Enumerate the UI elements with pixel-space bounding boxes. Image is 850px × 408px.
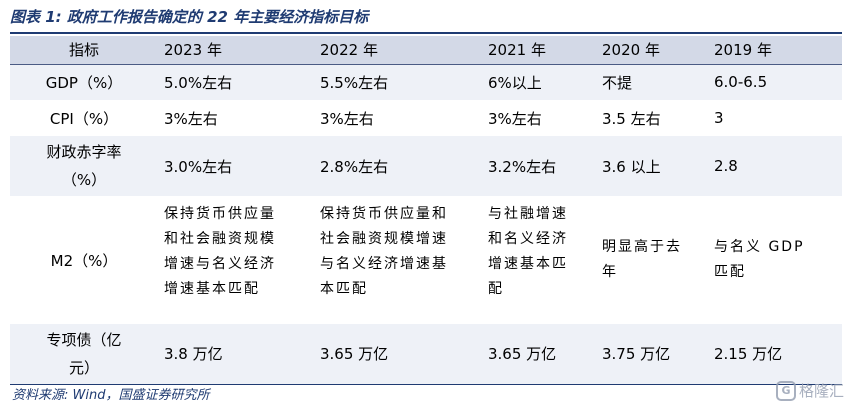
- table-row-fiscal-deficit: 财政赤字率 （%） 3.0%左右 2.8%左右 3.2%左右 3.6 以上 2.…: [10, 136, 842, 196]
- cell-m2-2022-line: 保持货币供应量和: [320, 206, 448, 222]
- cell-bond-2023: 3.8 万亿: [158, 324, 314, 385]
- row-label-gdp: GDP（%）: [45, 73, 123, 92]
- cell-bond-2020: 3.75 万亿: [596, 324, 708, 385]
- header-2020: 2020 年: [596, 36, 708, 65]
- cell-m2-2021-line: 配: [488, 281, 504, 297]
- row-label-m2: M2（%）: [50, 251, 118, 270]
- cell-m2-2021-line: 和名义经济: [488, 231, 568, 247]
- cell-fiscal-2022: 2.8%左右: [320, 157, 389, 176]
- cell-bond-2021: 3.65 万亿: [482, 324, 596, 385]
- watermark: G 格隆汇: [775, 380, 844, 401]
- row-label-fiscal-deficit: 财政赤字率 （%）: [10, 136, 158, 196]
- cell-gdp-2020: 不提: [602, 73, 633, 92]
- header-indicator: 指标: [10, 36, 158, 65]
- row-label-fiscal-line1: 财政赤字率: [46, 143, 122, 161]
- cell-m2-2023: 保持货币供应量 和社会融资规模 增速与名义经济 增速基本匹配: [158, 196, 314, 324]
- header-2022: 2022 年: [314, 36, 482, 65]
- header-2019: 2019 年: [708, 36, 842, 65]
- cell-cpi-2021: 3%左右: [488, 109, 542, 128]
- cell-cpi-2022: 3%左右: [320, 109, 374, 128]
- title-divider: [10, 32, 842, 34]
- table-header-row: 指标 2023 年 2022 年 2021 年 2020 年 2019 年: [10, 36, 842, 65]
- header-2023: 2023 年: [158, 36, 314, 65]
- cell-gdp-2022: 5.5%左右: [320, 73, 389, 92]
- cell-gdp-2023: 5.0%左右: [164, 73, 233, 92]
- cell-m2-2023-line: 和社会融资规模: [164, 231, 276, 247]
- cell-m2-2022-line: 本匹配: [320, 281, 368, 297]
- cell-cpi-2023: 3%左右: [164, 109, 218, 128]
- cell-m2-2021-line: 增速基本匹: [488, 256, 568, 272]
- cell-m2-2019-line: 匹配: [714, 264, 746, 280]
- table-row-cpi: CPI（%） 3%左右 3%左右 3%左右 3.5 左右 3: [10, 100, 842, 136]
- table-row-m2: M2（%） 保持货币供应量 和社会融资规模 增速与名义经济 增速基本匹配 保持货…: [10, 196, 842, 324]
- cell-m2-2023-line: 保持货币供应量: [164, 206, 276, 222]
- cell-bond-2022: 3.65 万亿: [314, 324, 482, 385]
- cell-m2-2023-line: 增速与名义经济: [164, 256, 276, 272]
- cell-m2-2021-line: 与社融增速: [488, 206, 568, 222]
- cell-fiscal-2021: 3.2%左右: [488, 157, 557, 176]
- cell-m2-2023-line: 增速基本匹配: [164, 281, 260, 297]
- row-label-special-bonds: 专项债（亿 元）: [10, 324, 158, 385]
- table-row-special-bonds: 专项债（亿 元） 3.8 万亿 3.65 万亿 3.65 万亿 3.75 万亿 …: [10, 324, 842, 385]
- cell-m2-2022-line: 与名义经济增速基: [320, 256, 448, 272]
- cell-fiscal-2020: 3.6 以上: [602, 157, 661, 176]
- row-label-fiscal-line2: （%）: [61, 171, 107, 189]
- watermark-text: 格隆汇: [798, 382, 844, 400]
- row-label-bond-line1: 专项债（亿: [46, 330, 122, 349]
- watermark-logo-icon: G: [775, 380, 796, 401]
- indicator-table: 指标 2023 年 2022 年 2021 年 2020 年 2019 年 GD…: [10, 36, 842, 385]
- cell-fiscal-2019: 2.8: [714, 157, 738, 175]
- row-label-cpi: CPI（%）: [49, 109, 119, 128]
- figure-title: 图表 1: 政府工作报告确定的 22 年主要经济指标目标: [10, 8, 369, 26]
- table-row-gdp: GDP（%） 5.0%左右 5.5%左右 6%以上 不提 6.0-6.5: [10, 64, 842, 100]
- cell-m2-2019: 与名义 GDP 匹配: [708, 196, 842, 324]
- cell-m2-2021: 与社融增速 和名义经济 增速基本匹 配: [482, 196, 596, 324]
- row-label-bond-line2: 元）: [68, 358, 99, 377]
- source-note: 资料来源: Wind，国盛证券研究所: [12, 388, 210, 403]
- cell-fiscal-2023: 3.0%左右: [164, 157, 233, 176]
- header-2021: 2021 年: [482, 36, 596, 65]
- cell-cpi-2019: 3: [714, 109, 724, 127]
- cell-gdp-2021: 6%以上: [488, 73, 542, 92]
- cell-m2-2020-line: 明显高于去: [602, 239, 682, 255]
- cell-cpi-2020: 3.5 左右: [602, 109, 661, 128]
- cell-m2-2020-line: 年: [602, 264, 618, 280]
- cell-m2-2020: 明显高于去 年: [596, 196, 708, 324]
- cell-m2-2022: 保持货币供应量和 社会融资规模增速 与名义经济增速基 本匹配: [314, 196, 482, 324]
- cell-m2-2019-line: 与名义 GDP: [714, 239, 805, 255]
- cell-m2-2022-line: 社会融资规模增速: [320, 231, 448, 247]
- cell-bond-2019: 2.15 万亿: [708, 324, 842, 385]
- cell-gdp-2019: 6.0-6.5: [714, 73, 768, 92]
